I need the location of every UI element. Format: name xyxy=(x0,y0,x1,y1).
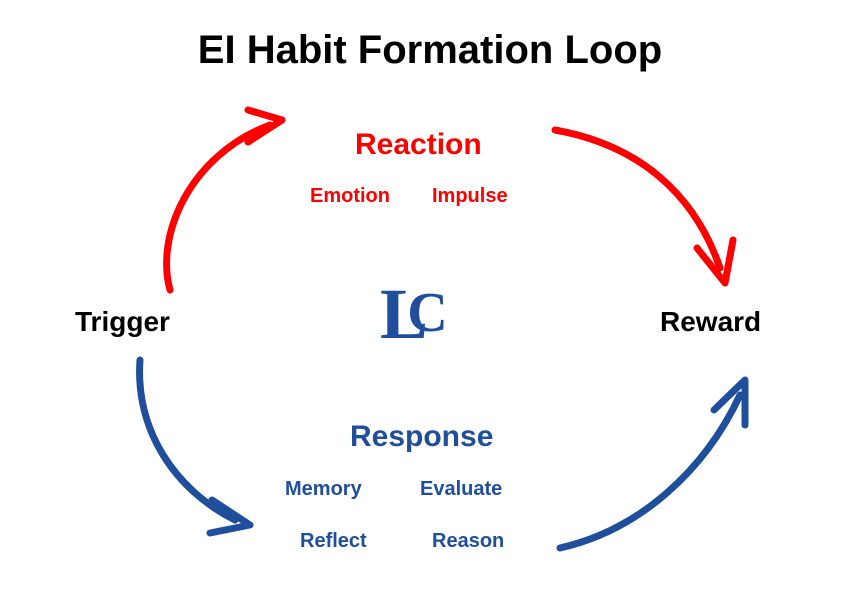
arrow-top-left xyxy=(167,110,282,290)
node-trigger: Trigger xyxy=(75,306,170,338)
logo-letter-c: C xyxy=(407,282,430,344)
page-title: EI Habit Formation Loop xyxy=(0,28,860,73)
reaction-sub-emotion: Emotion xyxy=(310,185,390,208)
node-response: Response xyxy=(350,420,493,454)
response-sub-evaluate: Evaluate xyxy=(420,478,502,501)
logo-letter-l: L xyxy=(380,274,410,354)
arrow-top-right xyxy=(555,130,733,283)
arrow-bot-right xyxy=(560,380,745,548)
response-sub-reflect: Reflect xyxy=(300,530,367,553)
arrow-bot-left xyxy=(140,360,250,533)
reaction-sub-impulse: Impulse xyxy=(432,185,508,208)
center-logo: LC xyxy=(380,278,433,350)
response-sub-reason: Reason xyxy=(432,530,504,553)
node-reward: Reward xyxy=(660,306,761,338)
node-reaction: Reaction xyxy=(355,128,482,162)
response-sub-memory: Memory xyxy=(285,478,362,501)
